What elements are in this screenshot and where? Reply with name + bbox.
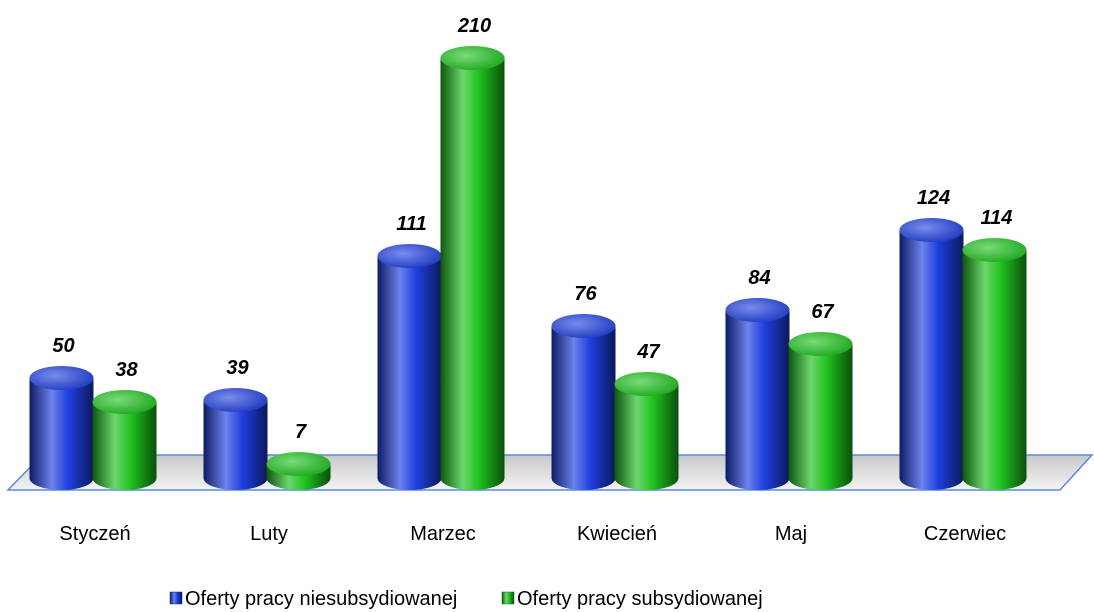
bar [92, 402, 157, 478]
cylinder-top [29, 366, 94, 390]
bar [962, 250, 1027, 478]
cylinder-top [899, 218, 964, 242]
data-label: 47 [636, 341, 660, 363]
cylinder-top [203, 388, 268, 412]
bar [899, 230, 964, 478]
x-tick-label: Luty [250, 523, 288, 545]
x-tick-label: Czerwiec [924, 523, 1006, 545]
data-label: 111 [396, 213, 426, 235]
legend-swatch [169, 591, 183, 605]
bar [29, 378, 94, 478]
data-label: 50 [52, 335, 74, 357]
bar [788, 344, 853, 478]
cylinder-top [788, 332, 853, 356]
cylinder-top [440, 46, 505, 70]
cylinder-top [551, 314, 616, 338]
data-label: 114 [981, 207, 1013, 229]
bar [377, 256, 442, 478]
cylinder-top [725, 298, 790, 322]
cylinder-top [92, 390, 157, 414]
data-label: 39 [226, 357, 249, 379]
data-label: 7 [295, 421, 307, 443]
cylinder-top [377, 244, 442, 268]
legend-label: Oferty pracy subsydiowanej [517, 588, 763, 610]
x-tick-label: Marzec [410, 523, 476, 545]
x-tick-label: Styczeń [59, 523, 130, 545]
bar [203, 400, 268, 478]
legend-label: Oferty pracy niesubsydiowanej [185, 588, 457, 610]
cylinder-top [614, 372, 679, 396]
data-label: 38 [115, 359, 138, 381]
bar [725, 310, 790, 478]
x-tick-label: Kwiecień [577, 523, 657, 545]
cylinder-top [266, 452, 331, 476]
data-label: 84 [748, 267, 770, 289]
data-label: 67 [811, 301, 834, 323]
x-tick-label: Maj [775, 523, 807, 545]
data-label: 124 [917, 187, 950, 209]
bar [614, 384, 679, 478]
legend-swatch [501, 591, 515, 605]
bar [440, 58, 505, 478]
data-label: 76 [574, 283, 597, 305]
data-label: 210 [457, 15, 491, 37]
legend: Oferty pracy niesubsydiowanej Oferty prac… [169, 588, 763, 610]
bar [551, 326, 616, 478]
cylinder-top [962, 238, 1027, 262]
